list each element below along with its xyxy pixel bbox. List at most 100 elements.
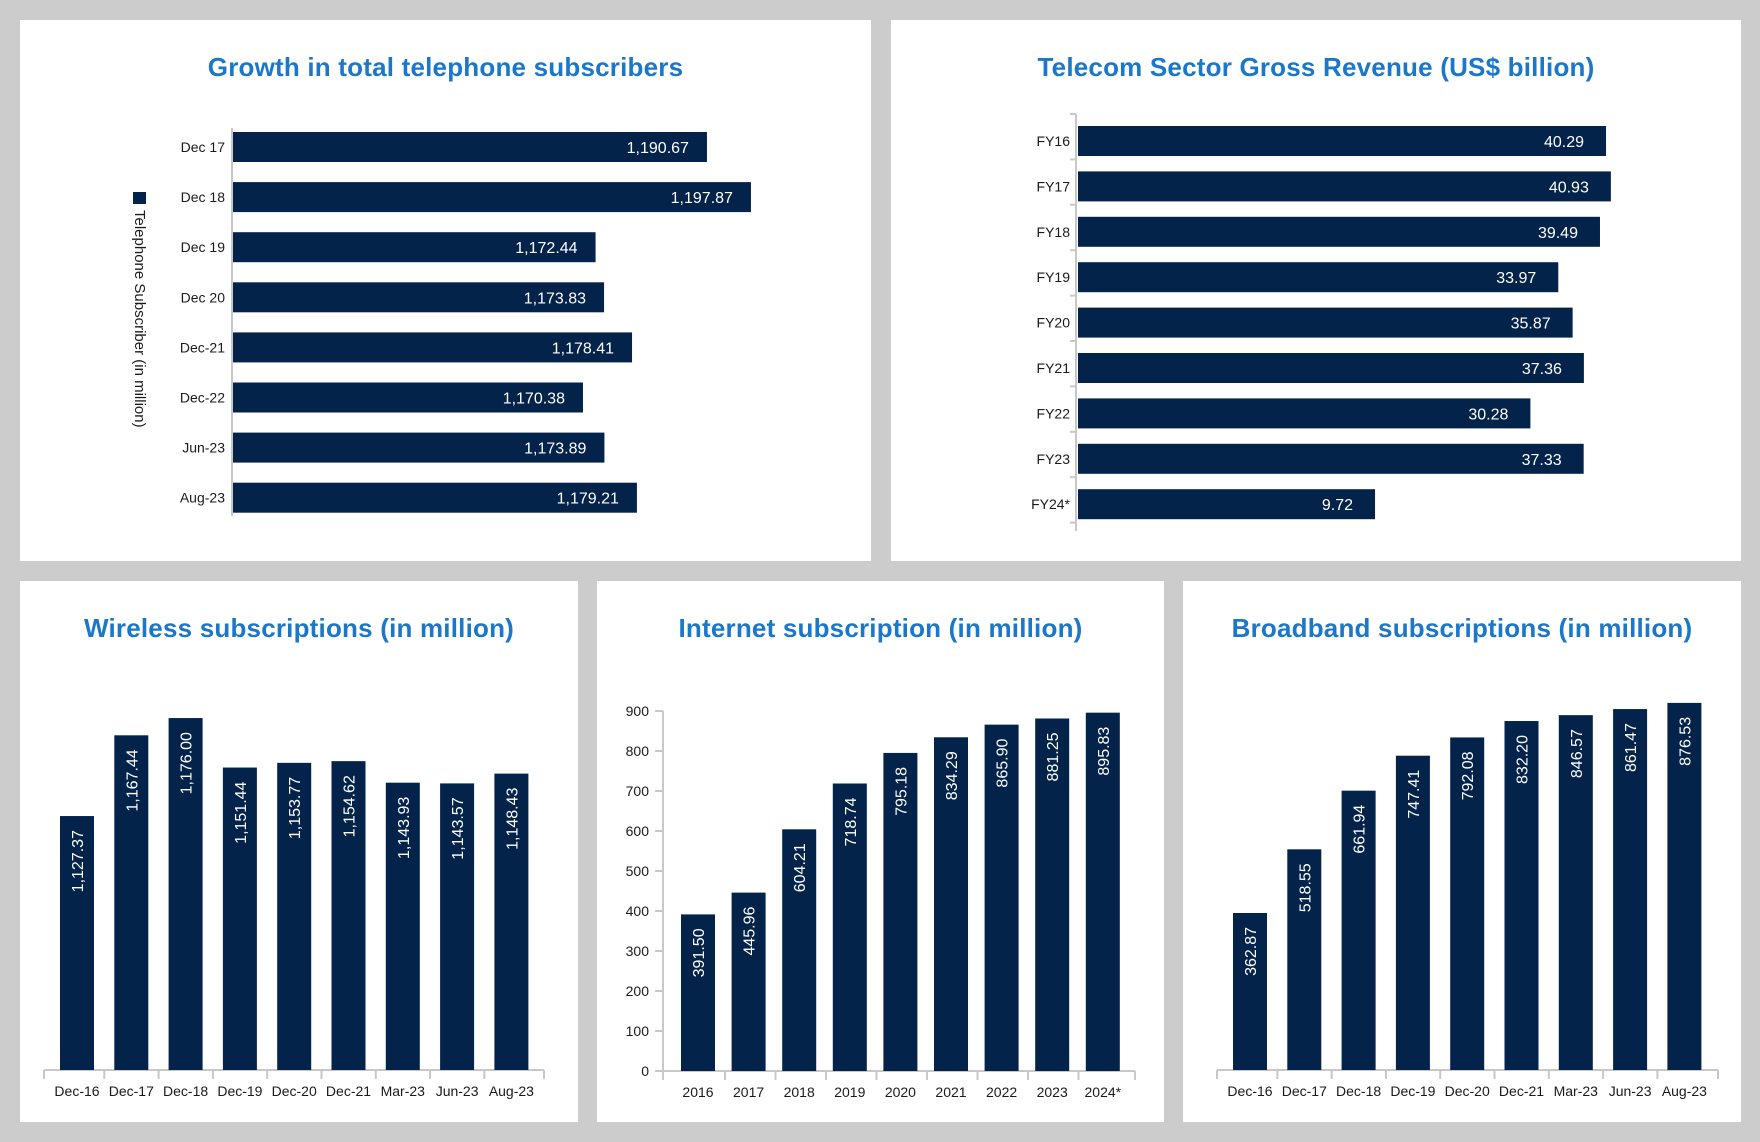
bar-2018 xyxy=(782,829,817,1071)
category-label: 2023 xyxy=(1037,1084,1068,1100)
telephone-subscribers-panel: Growth in total telephone subscribers De… xyxy=(20,20,871,561)
value-label: 1,170.38 xyxy=(503,391,565,408)
category-label: FY24* xyxy=(1031,496,1070,512)
category-label: Dec-17 xyxy=(109,1083,154,1099)
value-label: 1,190.67 xyxy=(627,140,689,157)
category-label: 2018 xyxy=(784,1084,815,1100)
value-label: 795.18 xyxy=(893,767,910,816)
y-tick-label: 400 xyxy=(626,903,650,919)
value-label: 40.93 xyxy=(1549,179,1589,196)
category-label: 2017 xyxy=(733,1084,764,1100)
bar-2019 xyxy=(832,783,867,1071)
category-label: Dec 20 xyxy=(181,289,226,305)
category-label: Dec-22 xyxy=(180,390,225,406)
bar-fy18 xyxy=(1078,216,1600,247)
bar-aug-23 xyxy=(1667,702,1702,1070)
value-label: 861.47 xyxy=(1623,723,1640,772)
bar-fy20 xyxy=(1078,307,1573,338)
category-label: Dec-19 xyxy=(1390,1083,1435,1099)
legend-label: Telephone Subscriber (in million) xyxy=(131,210,148,428)
category-label: Dec-20 xyxy=(272,1083,317,1099)
category-label: Dec-16 xyxy=(1227,1083,1272,1099)
internet-chart-title: Internet subscription (in million) xyxy=(678,613,1083,643)
category-label: Aug-23 xyxy=(1662,1083,1707,1099)
value-label: 846.57 xyxy=(1569,729,1586,778)
category-label: 2024* xyxy=(1085,1084,1122,1100)
value-label: 33.97 xyxy=(1496,270,1536,287)
y-tick-label: 600 xyxy=(626,823,650,839)
category-label: FY16 xyxy=(1037,133,1071,149)
value-label: 865.90 xyxy=(995,739,1012,788)
category-label: Jun-23 xyxy=(436,1083,479,1099)
bar-dec-18 xyxy=(233,182,751,213)
legend-swatch xyxy=(133,192,146,204)
category-label: Dec-21 xyxy=(1499,1083,1544,1099)
value-label: 35.87 xyxy=(1511,316,1551,333)
bar-dec-19 xyxy=(233,232,596,263)
value-label: 1,151.44 xyxy=(233,781,250,843)
value-label: 1,178.41 xyxy=(552,340,614,357)
value-label: 445.96 xyxy=(742,907,759,956)
value-label: 1,143.93 xyxy=(396,797,413,859)
category-label: FY22 xyxy=(1037,405,1071,421)
bar-dec-18 xyxy=(1341,790,1376,1070)
broadband-panel: Broadband subscriptions (in million) Dec… xyxy=(1183,581,1741,1122)
bar-2017 xyxy=(731,892,766,1071)
value-label: 37.33 xyxy=(1522,452,1562,469)
bar-fy16 xyxy=(1078,126,1607,156)
value-label: 832.20 xyxy=(1515,735,1532,784)
bar-fy24- xyxy=(1078,489,1376,520)
value-label: 40.29 xyxy=(1544,134,1584,151)
bar-aug-23 xyxy=(233,482,637,513)
bar-dec-21 xyxy=(233,332,633,363)
value-label: 1,179.21 xyxy=(557,491,619,508)
revenue-chart: FY16 40.29 FY17 40.93 FY18 39.49 FY19 33.97 FY20… xyxy=(1031,113,1611,531)
bar-dec-22 xyxy=(233,382,583,413)
value-label: 1,167.44 xyxy=(124,749,141,811)
value-label: 792.08 xyxy=(1460,751,1477,800)
y-tick-label: 0 xyxy=(641,1063,649,1079)
category-label: Dec-17 xyxy=(1282,1083,1327,1099)
value-label: 1,148.43 xyxy=(504,788,521,850)
category-label: Dec-21 xyxy=(180,339,225,355)
value-label: 391.50 xyxy=(691,928,708,977)
bar-fy23 xyxy=(1078,443,1584,474)
bar-dec-21 xyxy=(1504,721,1539,1070)
bar-aug-23 xyxy=(494,773,529,1070)
bar-dec-17 xyxy=(1287,849,1322,1070)
bar-fy17 xyxy=(1078,171,1611,202)
y-tick-label: 700 xyxy=(626,783,650,799)
value-label: 9.72 xyxy=(1322,497,1353,514)
category-label: Dec-20 xyxy=(1445,1083,1490,1099)
category-label: Jun-23 xyxy=(1609,1083,1652,1099)
bar-dec-16 xyxy=(1233,912,1267,1070)
bar-dec-17 xyxy=(233,132,707,162)
wireless-chart: Dec-16 1,127.37 Dec-17 1,167.44 Dec-18 1,176.… xyxy=(43,718,545,1099)
value-label: 1,197.87 xyxy=(671,190,733,207)
broadband-chart: Dec-16 362.87 Dec-17 518.55 Dec-18 661.94 Dec-… xyxy=(1216,702,1719,1099)
category-label: Mar-23 xyxy=(1554,1083,1599,1099)
value-label: 518.55 xyxy=(1297,863,1314,912)
y-tick-label: 900 xyxy=(626,703,650,719)
y-tick-label: 500 xyxy=(626,863,650,879)
value-label: 1,143.57 xyxy=(450,797,467,859)
category-label: 2020 xyxy=(885,1084,916,1100)
revenue-panel: Telecom Sector Gross Revenue (US$ billio… xyxy=(891,20,1741,561)
category-label: Dec 17 xyxy=(181,139,226,155)
bar-dec-21 xyxy=(331,761,366,1070)
value-label: 362.87 xyxy=(1243,927,1260,976)
category-label: Dec 18 xyxy=(181,189,226,205)
category-label: FY18 xyxy=(1037,224,1071,240)
value-label: 1,172.44 xyxy=(515,240,577,257)
category-label: Dec-18 xyxy=(163,1083,208,1099)
category-label: 2019 xyxy=(834,1084,865,1100)
value-label: 1,154.62 xyxy=(342,775,359,837)
bar-dec-19 xyxy=(222,767,257,1070)
wireless-panel: Wireless subscriptions (in million) Dec-… xyxy=(20,581,578,1122)
category-label: FY21 xyxy=(1037,360,1071,376)
category-label: Dec-16 xyxy=(54,1083,99,1099)
value-label: 876.53 xyxy=(1677,717,1694,766)
value-label: 895.83 xyxy=(1096,727,1113,776)
y-tick-label: 100 xyxy=(626,1023,650,1039)
bar-2020 xyxy=(883,752,918,1071)
